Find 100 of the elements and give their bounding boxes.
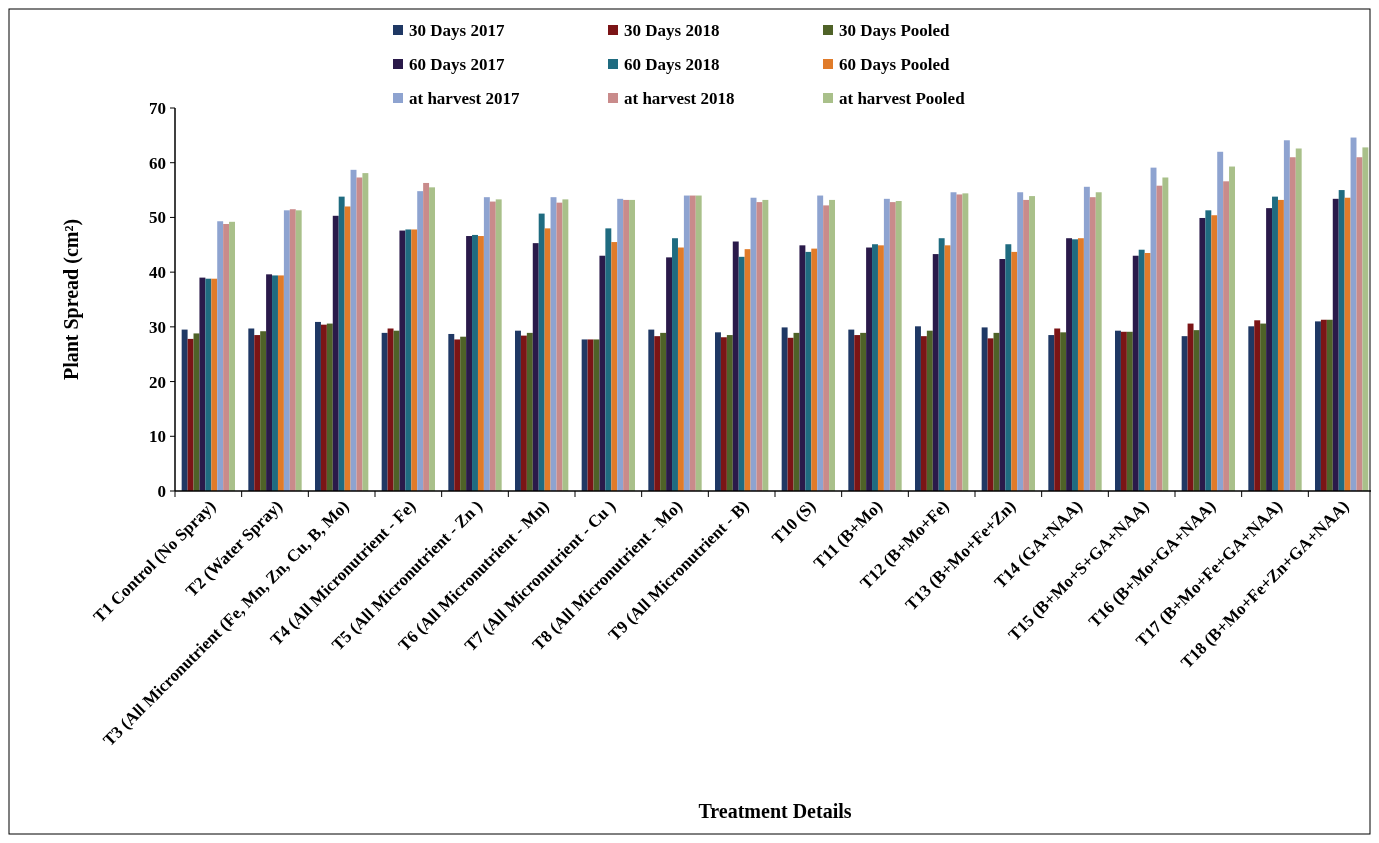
bar [1295, 148, 1302, 491]
bar [805, 251, 812, 491]
bar [315, 321, 321, 491]
bar [981, 327, 988, 491]
bar [938, 238, 945, 491]
bar [283, 210, 290, 491]
bar [1205, 210, 1212, 491]
bar [211, 278, 218, 491]
bar [920, 336, 927, 491]
bar [277, 275, 284, 491]
bar [1254, 320, 1261, 491]
bar [1060, 332, 1067, 491]
bar [248, 328, 255, 491]
bar [738, 256, 745, 491]
y-tick-label: 40 [149, 263, 166, 283]
bar [520, 335, 527, 491]
bar [872, 244, 878, 491]
bar [999, 259, 1006, 491]
bar [1260, 323, 1267, 491]
bar [515, 330, 521, 491]
bar [266, 274, 273, 491]
bar [495, 199, 502, 491]
bar [1362, 147, 1369, 491]
bar [1277, 199, 1284, 491]
bar [654, 336, 661, 491]
y-tick-label: 10 [149, 427, 166, 447]
bar [817, 195, 824, 491]
bar [1326, 319, 1333, 491]
bar [787, 337, 794, 491]
bar [387, 328, 394, 491]
bar [811, 248, 818, 491]
x-axis-title: Treatment Details [698, 800, 852, 822]
bar [672, 238, 678, 491]
bar [483, 197, 490, 491]
bar [295, 210, 302, 491]
bar [1162, 177, 1169, 491]
y-tick-label: 70 [149, 98, 166, 118]
y-tick-label: 20 [149, 372, 166, 392]
bar [715, 332, 721, 491]
bar [695, 195, 702, 491]
bar [1320, 319, 1327, 491]
bar [756, 202, 763, 491]
bar [217, 221, 224, 491]
bar [799, 245, 806, 491]
bar [381, 332, 388, 491]
bar [532, 243, 539, 491]
bar [623, 199, 630, 491]
bar [720, 337, 727, 491]
bar [677, 247, 684, 491]
bar [1289, 157, 1296, 491]
bar [181, 329, 188, 491]
bar [429, 187, 435, 491]
bar [544, 228, 551, 491]
bar [562, 199, 569, 491]
bar [599, 255, 606, 491]
legend-label: 30 Days 2018 [624, 20, 720, 40]
bar [472, 234, 478, 491]
bar [344, 206, 351, 491]
bar [1181, 336, 1188, 491]
bar [629, 199, 635, 491]
y-axis-title: Plant Spread (cm²) [60, 218, 83, 381]
bar [1072, 239, 1078, 491]
bar [944, 245, 951, 491]
bar [362, 173, 369, 491]
bar [1332, 198, 1339, 491]
bar [605, 228, 612, 491]
bar [926, 330, 933, 491]
bar [889, 202, 896, 491]
bar [877, 245, 884, 491]
bar [1156, 185, 1163, 491]
bar [762, 199, 769, 491]
bar [781, 327, 788, 491]
bar [1211, 215, 1218, 491]
bar [854, 335, 861, 491]
bar [1005, 244, 1012, 491]
bar [489, 201, 496, 491]
bar [732, 241, 739, 491]
bar [848, 329, 855, 491]
legend-label: 60 Days 2017 [409, 54, 505, 74]
bar [423, 182, 430, 491]
bar [1229, 166, 1235, 491]
bar [666, 257, 673, 491]
y-tick-label: 60 [149, 153, 166, 173]
bar [956, 194, 963, 491]
bar [1066, 238, 1073, 491]
bar [915, 326, 921, 491]
bar [1095, 192, 1102, 491]
bar [1338, 190, 1345, 491]
bar [1089, 197, 1096, 491]
bar [1017, 192, 1024, 491]
bar [260, 331, 267, 491]
bar [726, 335, 733, 491]
bar [883, 198, 890, 491]
bar [356, 177, 363, 491]
legend-label: 30 Days 2017 [409, 20, 505, 40]
bar [477, 236, 484, 491]
bar [683, 195, 690, 491]
bar [1223, 181, 1230, 491]
bar [538, 213, 545, 491]
bar [829, 199, 835, 491]
